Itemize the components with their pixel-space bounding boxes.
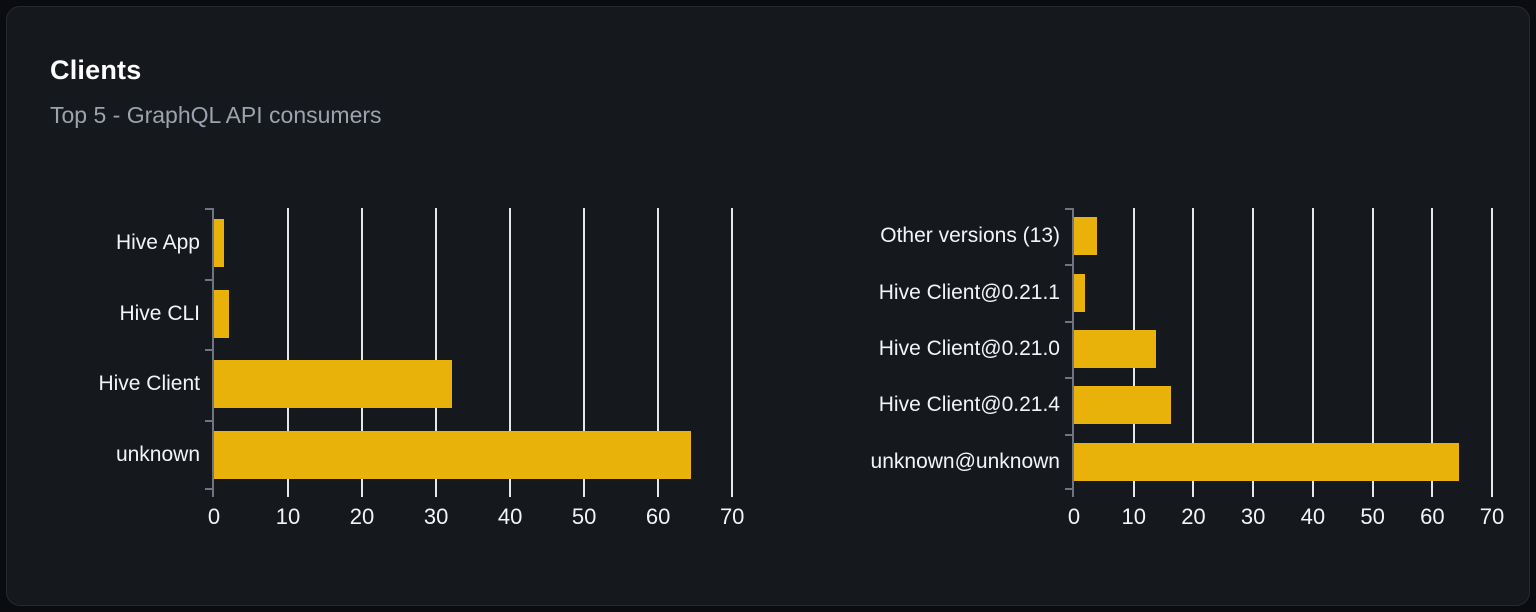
x-axis-tick <box>1371 490 1374 497</box>
x-axis-tick <box>1311 490 1314 497</box>
page-subtitle: Top 5 - GraphQL API consumers <box>50 102 382 128</box>
bar-hive-cli[interactable] <box>214 290 229 338</box>
y-axis-line <box>212 208 214 497</box>
bar-hive-client-0-21-4[interactable] <box>1074 386 1172 424</box>
bar-hive-client[interactable] <box>214 360 453 408</box>
y-axis-tick <box>205 208 212 210</box>
y-axis-tick <box>205 349 212 351</box>
y-axis-category-label: Hive CLI <box>119 302 200 325</box>
y-axis-tick <box>1065 208 1072 210</box>
x-axis-tick <box>1252 490 1255 497</box>
x-axis-tick-label: 50 <box>571 504 597 529</box>
gridline <box>361 208 364 490</box>
gridline <box>731 208 734 490</box>
x-axis-tick <box>435 490 438 497</box>
y-axis-category-label: unknown <box>115 443 200 466</box>
gridline <box>287 208 290 490</box>
bar-hive-client-0-21-0[interactable] <box>1074 330 1156 368</box>
y-axis-tick <box>1065 377 1072 379</box>
y-axis-category-label: unknown@unknown <box>870 450 1060 473</box>
gridline <box>1491 208 1494 490</box>
x-axis-tick-label: 50 <box>1360 504 1385 529</box>
clients-card: Clients Top 5 - GraphQL API consumers <box>6 6 1530 606</box>
y-axis-tick <box>1065 321 1072 323</box>
clients-by-version-chart: 0 10 20 30 40 50 60 70 Other versions (13) Hive C… <box>871 208 1504 529</box>
x-axis-tick-label: 0 <box>207 504 221 529</box>
gridline <box>1311 208 1314 490</box>
x-axis-tick-label: 10 <box>275 504 301 529</box>
x-axis-tick <box>1132 490 1135 497</box>
bar-hive-app[interactable] <box>214 219 224 267</box>
x-axis-tick <box>1491 490 1494 497</box>
gridline <box>657 208 660 490</box>
x-axis-tick-label: 10 <box>1121 504 1146 529</box>
x-axis-tick-label: 60 <box>645 504 671 529</box>
x-axis-tick-label: 20 <box>349 504 375 529</box>
x-axis-tick-label: 40 <box>1300 504 1326 529</box>
x-axis-tick <box>509 490 512 497</box>
y-axis-category-label: Hive Client@0.21.1 <box>878 281 1060 304</box>
x-axis-tick-label: 20 <box>1181 504 1206 529</box>
plot-area: 0 10 20 30 40 50 60 70 Other versions (13) Hive C… <box>871 208 1504 529</box>
gridline <box>435 208 438 490</box>
x-axis-tick <box>1192 490 1195 497</box>
y-axis-tick <box>1065 264 1072 266</box>
clients-by-name-chart: 0 10 20 30 40 50 60 70 Hive App Hive CLI Hive Clie… <box>98 208 747 529</box>
page-title: Clients <box>50 55 142 85</box>
bar-unknown-unknown[interactable] <box>1074 443 1459 481</box>
gridline <box>509 208 512 490</box>
x-axis-tick-label: 40 <box>497 504 523 529</box>
x-axis-tick <box>361 490 364 497</box>
gridline <box>583 208 586 490</box>
y-axis-category-label: Hive Client <box>98 372 200 395</box>
y-axis-category-label: Other versions (13) <box>880 224 1060 247</box>
gridline <box>1431 208 1434 490</box>
gridline <box>1252 208 1255 490</box>
x-axis-tick <box>583 490 586 497</box>
plot-area: 0 10 20 30 40 50 60 70 Hive App Hive CLI Hive Clie… <box>98 208 747 529</box>
bar-other-versions-13-[interactable] <box>1074 217 1097 255</box>
y-axis-tick <box>205 488 212 490</box>
y-axis-category-label: Hive Client@0.21.0 <box>878 337 1060 360</box>
x-axis-tick-label: 60 <box>1420 504 1445 529</box>
x-axis-tick-label: 70 <box>719 504 745 529</box>
x-axis-tick <box>657 490 660 497</box>
y-axis-tick <box>205 279 212 281</box>
gridline <box>1371 208 1374 490</box>
y-axis-tick <box>1065 434 1072 436</box>
y-axis-category-label: Hive App <box>115 231 200 254</box>
x-axis-tick <box>287 490 290 497</box>
x-axis-tick-label: 30 <box>423 504 449 529</box>
y-axis-category-label: Hive Client@0.21.4 <box>878 393 1060 416</box>
x-axis-tick <box>731 490 734 497</box>
y-axis-line <box>1072 208 1074 497</box>
x-axis-tick-label: 30 <box>1240 504 1266 529</box>
x-axis-tick <box>1431 490 1434 497</box>
x-axis-tick-label: 0 <box>1067 504 1081 529</box>
y-axis-tick <box>1065 488 1072 490</box>
bar-hive-client-0-21-1[interactable] <box>1074 274 1086 312</box>
x-axis-tick-label: 70 <box>1479 504 1505 529</box>
gridline <box>1192 208 1195 490</box>
bar-unknown[interactable] <box>214 431 692 479</box>
y-axis-tick <box>205 420 212 422</box>
